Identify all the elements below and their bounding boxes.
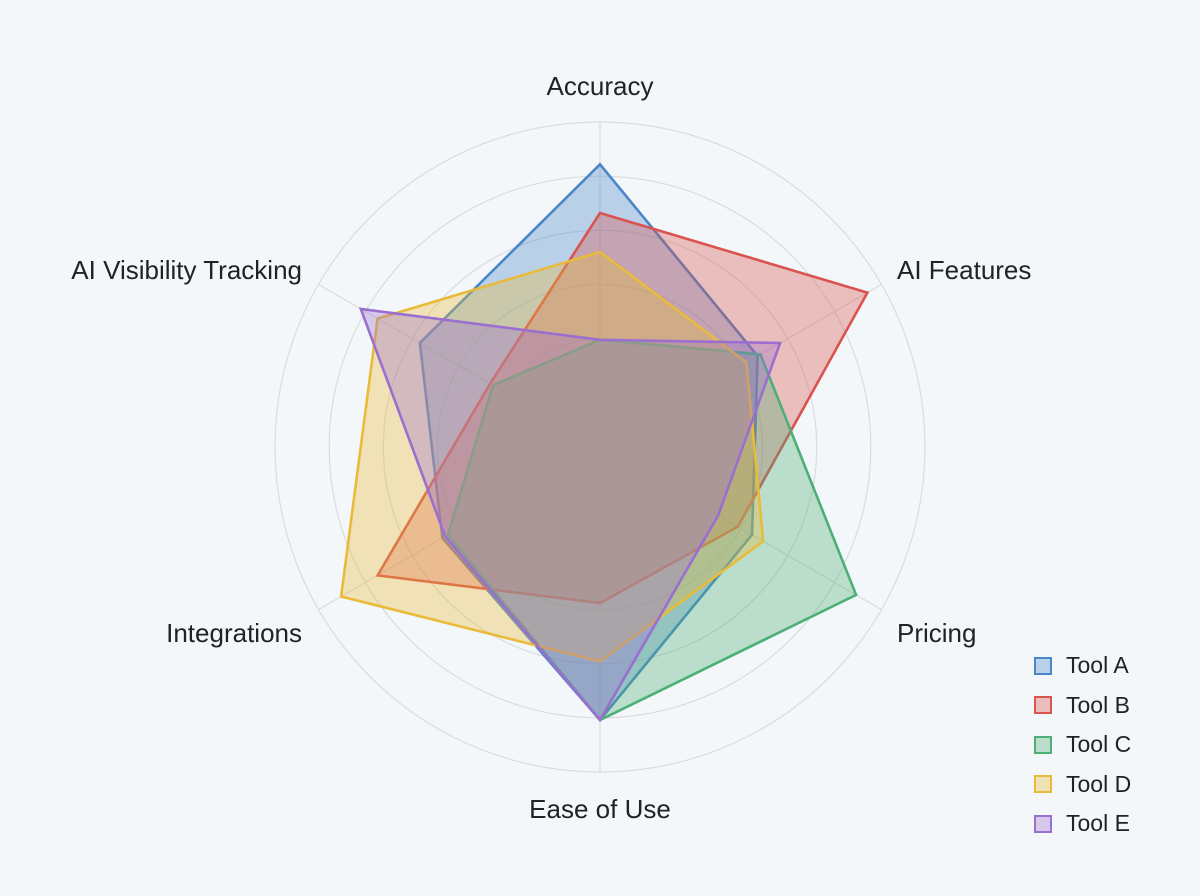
- series-layer: [339, 162, 870, 723]
- axis-line: [599, 283, 882, 448]
- legend-swatch: [1034, 656, 1052, 675]
- legend-swatch: [1034, 814, 1052, 833]
- axis-line: [599, 446, 882, 611]
- axis-label-accuracy: Accuracy: [547, 71, 654, 101]
- grid-layer: [274, 121, 926, 773]
- legend-item-tool-c: Tool C: [1034, 725, 1194, 765]
- axis-label-pricing: Pricing: [897, 618, 976, 648]
- axis-line: [318, 446, 601, 611]
- legend-label: Tool B: [1066, 691, 1130, 718]
- axis-label-ai-visibility-tracking: AI Visibility Tracking: [71, 255, 302, 285]
- series-tool-e: [358, 307, 782, 723]
- axis-line: [318, 283, 601, 448]
- legend-item-tool-a: Tool A: [1034, 646, 1194, 686]
- legend-swatch: [1034, 735, 1052, 754]
- legend-item-tool-d: Tool D: [1034, 765, 1194, 805]
- axis-labels: Accuracy AI Features Pricing Ease of Use Int…: [71, 71, 1031, 824]
- series-tool-d: [339, 250, 765, 663]
- axis-label-ai-features: AI Features: [897, 255, 1031, 285]
- legend: Tool A Tool B Tool C Tool D Tool E: [1034, 646, 1194, 844]
- series-tool-b: [375, 211, 870, 605]
- legend-label: Tool A: [1066, 652, 1129, 679]
- axis-label-ease-of-use: Ease of Use: [529, 794, 671, 824]
- legend-item-tool-b: Tool B: [1034, 686, 1194, 726]
- legend-label: Tool E: [1066, 810, 1130, 837]
- legend-label: Tool D: [1066, 770, 1132, 797]
- axis-label-integrations: Integrations: [166, 618, 302, 648]
- legend-swatch: [1034, 696, 1052, 715]
- legend-swatch: [1034, 775, 1052, 794]
- legend-item-tool-e: Tool E: [1034, 804, 1194, 844]
- legend-label: Tool C: [1066, 731, 1132, 758]
